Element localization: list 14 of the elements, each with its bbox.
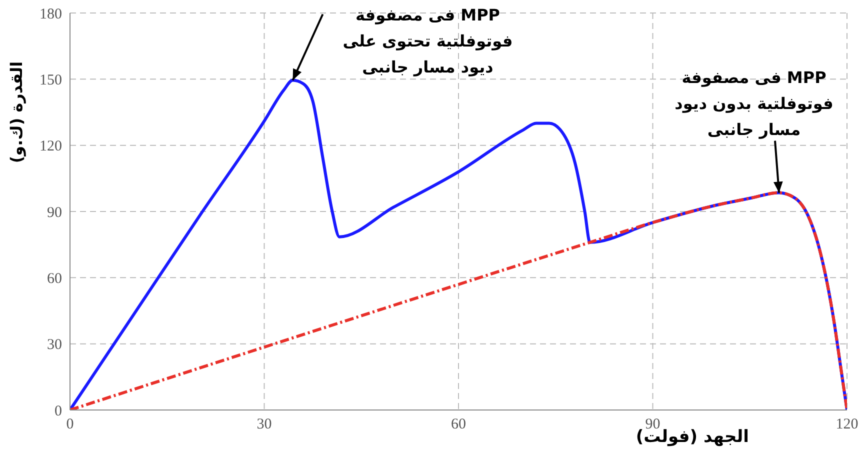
y-tick-label: 150 <box>40 72 62 88</box>
x-tick-label: 120 <box>836 416 858 433</box>
x-tick-label: 30 <box>256 416 272 433</box>
y-axis-title: القدرة (ك.و) <box>7 61 26 164</box>
y-tick-label: 180 <box>40 6 62 22</box>
y-tick-label: 120 <box>40 138 62 155</box>
annotation: MPP فى مصفوفة فوتوفلتية تحتوى على ديود مسار جانبى <box>342 5 513 76</box>
y-tick-label: 60 <box>47 270 62 287</box>
annotation: MPP فى مصفوفة فوتوفلتية بدون ديود مسار جانبى <box>674 68 834 139</box>
y-tick-label: 30 <box>47 337 62 354</box>
x-tick-label: 60 <box>451 416 466 433</box>
x-tick-label: 0 <box>66 416 74 433</box>
y-tick-label: 0 <box>54 403 62 420</box>
y-tick-label: 90 <box>47 204 62 221</box>
